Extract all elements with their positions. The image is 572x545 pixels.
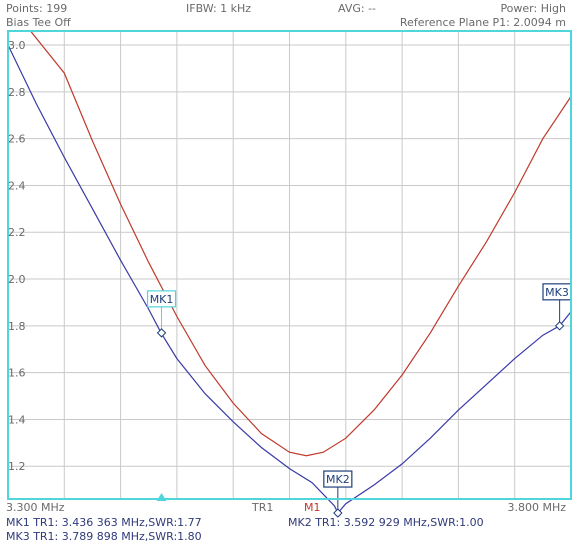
plot-frame[interactable]	[7, 30, 572, 500]
y-tick-label: 3.0	[8, 39, 26, 52]
marker-diamond	[156, 328, 167, 338]
points-readout: Points: 199	[6, 2, 68, 15]
marker-box	[323, 470, 353, 488]
y-tick-label: 2.2	[8, 226, 26, 239]
markers: MK1 MK2 MK3	[146, 283, 572, 518]
ifbw-readout: IFBW: 1 kHz	[186, 2, 252, 15]
y-tick-label: 2.8	[8, 86, 26, 99]
trace-line-2	[8, 30, 572, 457]
y-tick-label: 2.0	[8, 273, 26, 286]
mk2-readout: MK2 TR1: 3.592 929 MHz,SWR:1.00	[288, 516, 484, 529]
reference-plane-readout: Reference Plane P1: 2.0094 m	[399, 16, 566, 29]
bias-tee-status: Bias Tee Off	[6, 16, 71, 29]
y-tick-label: 2.4	[8, 179, 26, 192]
avg-readout: AVG: --	[338, 2, 377, 15]
y-tick-label: 1.2	[8, 460, 26, 473]
trace-tag: TR1	[251, 501, 273, 514]
marker-box	[146, 290, 177, 308]
mk1-readout: MK1 TR1: 3.436 363 MHz,SWR:1.77	[6, 516, 202, 529]
y-tick-labels: 1.2 1.4 1.6 1.8 2.0 2.2 2.4 2.6 2.8 3.0	[8, 39, 26, 473]
y-tick-label: 1.8	[8, 320, 26, 333]
x-end-label: 3.800 MHz	[507, 501, 566, 514]
mk3-readout: MK3 TR1: 3.789 898 MHz,SWR:1.80	[6, 530, 202, 543]
marker-label: MK1	[150, 293, 174, 306]
grid	[8, 31, 571, 499]
trace-line-1	[7, 44, 572, 515]
marker-diamond	[333, 508, 343, 518]
marker-label: MK2	[326, 473, 350, 486]
power-readout: Power: High	[500, 2, 566, 15]
marker-diamond	[554, 321, 565, 331]
y-tick-label: 2.6	[8, 133, 26, 146]
traces	[7, 30, 572, 515]
y-tick-label: 1.6	[8, 367, 26, 380]
marker-label: MK3	[545, 286, 569, 299]
y-tick-label: 1.4	[8, 413, 26, 426]
active-marker-tag: M1	[304, 501, 321, 514]
active-marker-arrow	[156, 493, 167, 501]
x-start-label: 3.300 MHz	[6, 501, 65, 514]
